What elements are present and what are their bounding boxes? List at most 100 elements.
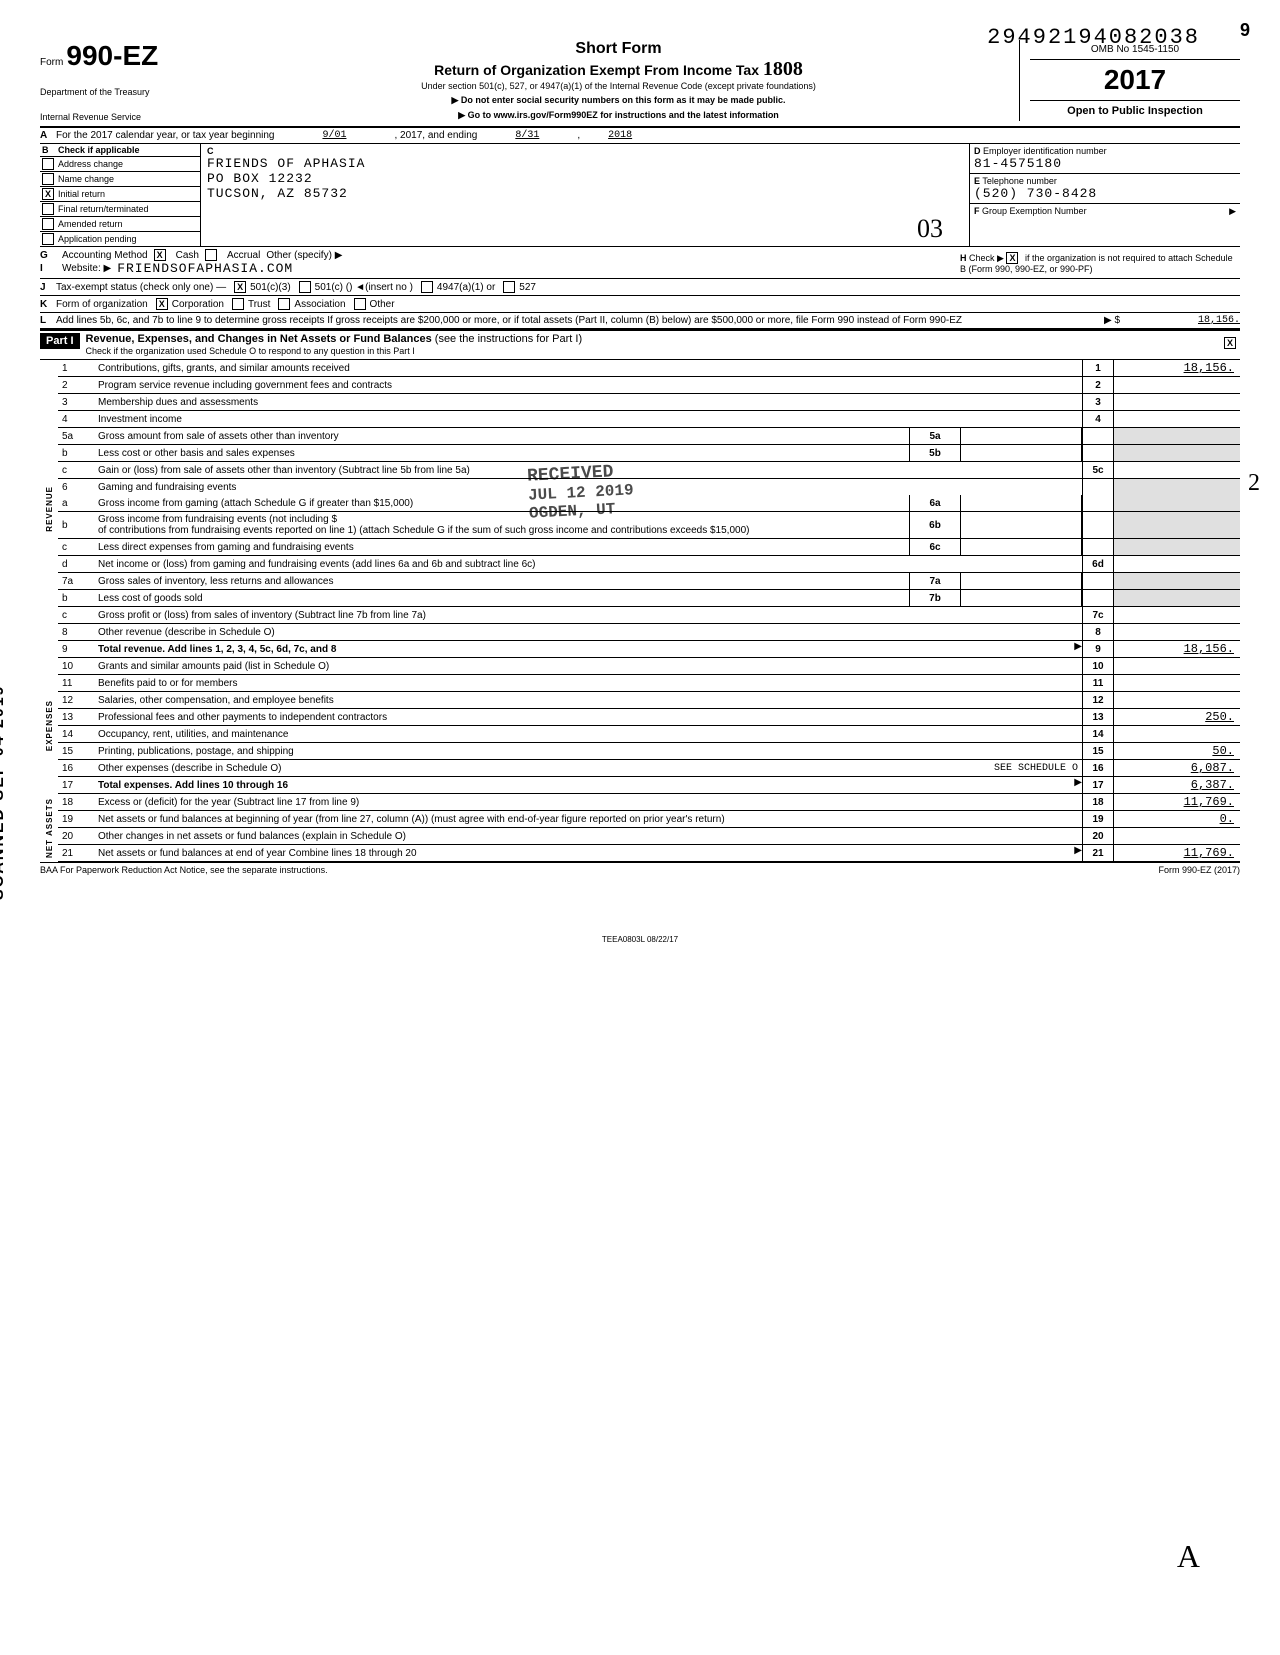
footer-center: TEEA0803L 08/22/17 (40, 935, 1240, 944)
line-l-text: Add lines 5b, 6c, and 7b to line 9 to de… (56, 315, 1104, 326)
subtitle-1: Under section 501(c), 527, or 4947(a)(1)… (228, 81, 1009, 91)
check-final-return[interactable] (42, 203, 54, 215)
part1-title: Revenue, Expenses, and Changes in Net As… (86, 333, 432, 345)
scanned-side-stamp: SCANNED SEP 04 2019 (0, 684, 8, 900)
main-title: Return of Organization Exempt From Incom… (228, 58, 1009, 81)
line16-desc-text: Other expenses (describe in Schedule O) (98, 763, 281, 774)
line9-desc: Total revenue. Add lines 1, 2, 3, 4, 5c,… (94, 641, 1074, 657)
line6d-desc: Net income or (loss) from gaming and fun… (94, 556, 1082, 572)
line-a-row: A For the 2017 calendar year, or tax yea… (40, 128, 1240, 144)
line18-val: 11,769. (1114, 794, 1240, 810)
revenue-label-text: REVENUE (45, 486, 54, 532)
tax-year-end-month: 8/31 (477, 130, 577, 141)
check-h[interactable]: X (1006, 252, 1018, 264)
check-address-change[interactable] (42, 158, 54, 170)
line5a-desc: Gross amount from sale of assets other t… (94, 428, 909, 444)
assets-vert-label: NET ASSETS (40, 794, 58, 862)
line5c-val (1114, 462, 1240, 478)
line4-val (1114, 411, 1240, 427)
page-number: 9 (1240, 20, 1250, 41)
line18-desc: Excess or (deficit) for the year (Subtra… (94, 794, 1082, 810)
cash-label: Cash (176, 250, 199, 261)
accrual-label: Accrual (227, 250, 260, 261)
line3-desc: Membership dues and assessments (94, 394, 1082, 410)
line1-val: 18,156. (1114, 360, 1240, 376)
check-501c3[interactable]: X (234, 281, 246, 293)
title-box: Short Form Return of Organization Exempt… (218, 40, 1019, 121)
subtitle-2: ▶ Do not enter social security numbers o… (228, 95, 1009, 106)
main-title-text: Return of Organization Exempt From Incom… (434, 62, 759, 78)
mid6c: 6c (909, 539, 961, 555)
top-barcode-number: 29492194082038 (987, 25, 1200, 50)
check-initial-return[interactable]: X (42, 188, 54, 200)
lbl-initial-return: Initial return (58, 189, 105, 199)
line7b-desc: Less cost of goods sold (94, 590, 909, 606)
4947-label: 4947(a)(1) or (437, 282, 495, 293)
part1-check[interactable]: X (1224, 337, 1236, 349)
line20-desc: Other changes in net assets or fund bala… (94, 828, 1082, 844)
check-other-org[interactable] (354, 298, 366, 310)
line2-val (1114, 377, 1240, 393)
lbl-final-return: Final return/terminated (58, 204, 149, 214)
line15-val: 50. (1114, 743, 1240, 759)
handwritten-2: 2 (1248, 470, 1260, 497)
org-addr2: TUCSON, AZ 85732 (207, 186, 963, 201)
check-accrual[interactable] (205, 249, 217, 261)
line21-val: 11,769. (1114, 845, 1240, 861)
website-label: Website: ▶ (62, 263, 111, 274)
line19-desc: Net assets or fund balances at beginning… (94, 811, 1082, 827)
mid6a: 6a (909, 495, 961, 511)
org-info-column: C FRIENDS OF APHASIA PO BOX 12232 TUCSON… (201, 144, 969, 246)
expenses-label-text: EXPENSES (45, 700, 54, 751)
label-g: G (40, 250, 56, 261)
revenue-vert-label: REVENUE (40, 360, 58, 658)
label-e: E (974, 176, 980, 186)
check-amended[interactable] (42, 218, 54, 230)
line7a-desc: Gross sales of inventory, less returns a… (94, 573, 909, 589)
h-text: Check ▶ (969, 253, 1004, 263)
check-501c[interactable] (299, 281, 311, 293)
org-name: FRIENDS OF APHASIA (207, 156, 963, 171)
line-j-row: J Tax-exempt status (check only one) — X… (40, 279, 1240, 296)
handwritten-03: 03 (207, 214, 963, 244)
line16-extra: SEE SCHEDULE O (994, 763, 1078, 774)
mid5b: 5b (909, 445, 961, 461)
footer-row: BAA For Paperwork Reduction Act Notice, … (40, 862, 1240, 875)
lbl-application-pending: Application pending (58, 234, 137, 244)
line-l-arrow: ▶ $ (1104, 315, 1120, 326)
line4-desc: Investment income (94, 411, 1082, 427)
check-corp[interactable]: X (156, 298, 168, 310)
open-to-public: Open to Public Inspection (1030, 101, 1240, 121)
line17-val: 6,387. (1114, 777, 1240, 793)
check-527[interactable] (503, 281, 515, 293)
line8-val (1114, 624, 1240, 640)
line17-desc: Total expenses. Add lines 10 through 16 (94, 777, 1074, 793)
tax-exempt-label: Tax-exempt status (check only one) — (56, 282, 226, 293)
mid7a: 7a (909, 573, 961, 589)
label-h: H (960, 253, 967, 263)
trust-label: Trust (248, 299, 270, 310)
line13-val: 250. (1114, 709, 1240, 725)
line14-val (1114, 726, 1240, 742)
check-assoc[interactable] (278, 298, 290, 310)
irs-label: Internal Revenue Service (40, 112, 210, 122)
check-cash[interactable]: X (154, 249, 166, 261)
check-trust[interactable] (232, 298, 244, 310)
mid5a: 5a (909, 428, 961, 444)
other-label: Other (specify) ▶ (266, 250, 342, 261)
line19-val: 0. (1114, 811, 1240, 827)
short-form-title: Short Form (228, 40, 1009, 58)
form-id-box: Form 990-EZ Department of the Treasury I… (40, 40, 218, 122)
line16-desc: Other expenses (describe in Schedule O) S… (94, 760, 1082, 776)
line1-desc: Contributions, gifts, grants, and simila… (94, 360, 1082, 376)
other-org-label: Other (370, 299, 395, 310)
check-4947[interactable] (421, 281, 433, 293)
line3-val (1114, 394, 1240, 410)
check-name-change[interactable] (42, 173, 54, 185)
label-d: D (974, 146, 981, 156)
right-info-column: D Employer identification number 81-4575… (969, 144, 1240, 246)
mid7b: 7b (909, 590, 961, 606)
line10-val (1114, 658, 1240, 674)
check-application-pending[interactable] (42, 233, 54, 245)
label-b: B (42, 145, 58, 155)
